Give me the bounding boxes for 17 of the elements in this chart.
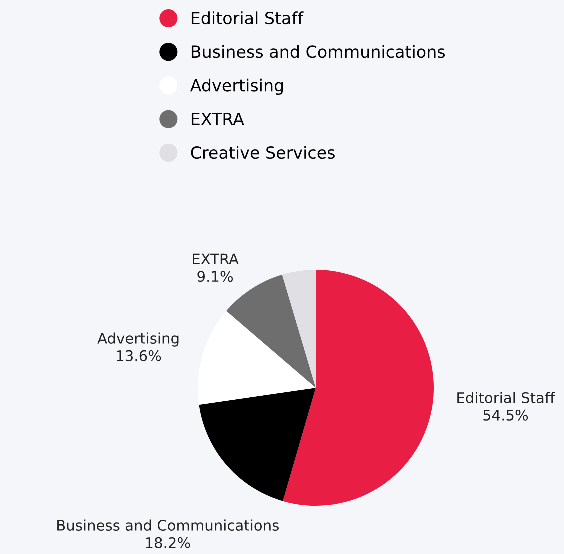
slice-label: Advertising (98, 332, 179, 347)
pie-slice (198, 311, 316, 405)
legend-label: Advertising (190, 78, 284, 96)
data-label: 54.5% (484, 410, 528, 421)
pie-slice (282, 270, 316, 388)
legend-label: Creative Services (191, 146, 335, 160)
data-label: 9.1% (198, 271, 234, 282)
data-label: 18.2% (146, 537, 190, 548)
pie-slice (199, 388, 316, 502)
legend-label: Editorial Staff (192, 12, 304, 25)
legend-label: EXTRA (192, 113, 244, 126)
slice-label: EXTRA (193, 254, 239, 264)
slice-label: Business and Communications (58, 520, 279, 532)
data-label: 13.6% (117, 350, 162, 362)
legend-label: Business and Communications (192, 45, 446, 58)
pie-slice (283, 270, 434, 506)
slice-label: Editorial Staff (458, 392, 556, 404)
